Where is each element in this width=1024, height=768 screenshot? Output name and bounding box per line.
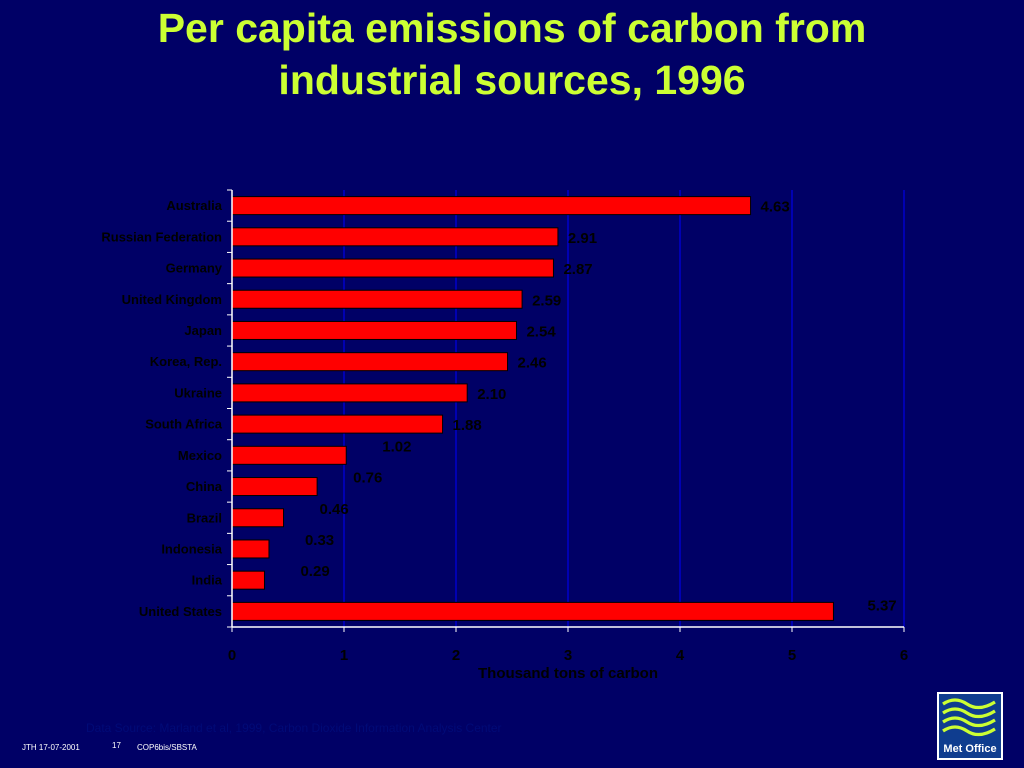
value-label: 2.87 xyxy=(563,261,592,278)
labels: Australia 4.63 Russian Federation 2.91 Germa… xyxy=(101,198,908,682)
value-label: 5.37 xyxy=(867,597,896,614)
value-label: 2.10 xyxy=(477,386,506,403)
bar-chart: Australia 4.63 Russian Federation 2.91 Germa… xyxy=(101,189,908,682)
category-label: United Kingdom xyxy=(122,292,222,307)
value-label: 2.91 xyxy=(568,230,597,247)
category-label: China xyxy=(186,479,223,494)
chart-title: Per capita emissions of carbon from indu… xyxy=(0,2,1024,106)
bar-mexico xyxy=(231,445,347,465)
gridlines xyxy=(343,190,905,627)
category-label: India xyxy=(192,573,223,588)
bar-india xyxy=(231,570,265,590)
value-label: 1.02 xyxy=(382,438,411,455)
bar-china xyxy=(231,477,318,497)
chart-title-line-1: Per capita emissions of carbon from xyxy=(157,5,867,51)
category-label: United States xyxy=(139,604,222,619)
category-label: Brazil xyxy=(187,510,222,525)
footer-event: COP6bis/SBSTA xyxy=(137,743,197,752)
bar-australia xyxy=(231,196,752,216)
footer-page-number: 17 xyxy=(112,741,121,750)
value-label: 0.29 xyxy=(300,563,329,580)
value-label: 4.63 xyxy=(761,199,790,216)
category-label: Ukraine xyxy=(174,385,222,400)
value-label: 2.59 xyxy=(532,292,561,309)
category-label: Mexico xyxy=(178,448,222,463)
bar-united-states xyxy=(231,601,834,621)
chart-title-line-2: industrial sources, 1996 xyxy=(278,57,746,103)
axes xyxy=(227,189,905,632)
category-label: Indonesia xyxy=(161,541,222,556)
logo-text: Met Office xyxy=(943,743,996,755)
met-office-logo: Met Office xyxy=(937,692,1003,760)
footer-author-date: JTH 17-07-2001 xyxy=(22,743,80,752)
logo-waves-icon xyxy=(942,698,996,737)
category-label: Australia xyxy=(166,198,222,213)
x-tick-label: 4 xyxy=(676,647,685,664)
category-label: Russian Federation xyxy=(101,229,222,244)
x-tick-label: 3 xyxy=(564,647,572,664)
value-label: 0.46 xyxy=(320,501,349,518)
category-label: Korea, Rep. xyxy=(150,354,222,369)
x-axis-title: Thousand tons of carbon xyxy=(478,665,658,682)
category-label: Germany xyxy=(166,261,223,276)
x-tick-label: 2 xyxy=(452,647,460,664)
value-label: 1.88 xyxy=(453,417,482,434)
value-label: 0.33 xyxy=(305,532,334,549)
value-label: 0.76 xyxy=(353,470,382,487)
x-tick-label: 6 xyxy=(900,647,908,664)
bar-brazil xyxy=(231,508,285,528)
category-label: South Africa xyxy=(145,417,223,432)
x-tick-label: 0 xyxy=(228,647,236,664)
x-tick-label: 5 xyxy=(788,647,796,664)
value-label: 2.46 xyxy=(518,355,547,372)
bar-russian-federation xyxy=(231,227,559,247)
bars xyxy=(231,196,834,621)
bar-south-africa xyxy=(231,414,444,434)
category-label: Japan xyxy=(184,323,222,338)
bar-indonesia xyxy=(231,539,270,559)
value-label: 2.54 xyxy=(526,323,556,340)
bar-japan xyxy=(231,320,517,340)
x-tick-label: 1 xyxy=(340,647,348,664)
bar-korea-rep- xyxy=(231,352,509,372)
bar-germany xyxy=(231,258,554,278)
bar-ukraine xyxy=(231,383,468,403)
bar-united-kingdom xyxy=(231,289,523,309)
data-source-note: Data Source: Marland et al, 1999, Carbon… xyxy=(86,721,502,735)
